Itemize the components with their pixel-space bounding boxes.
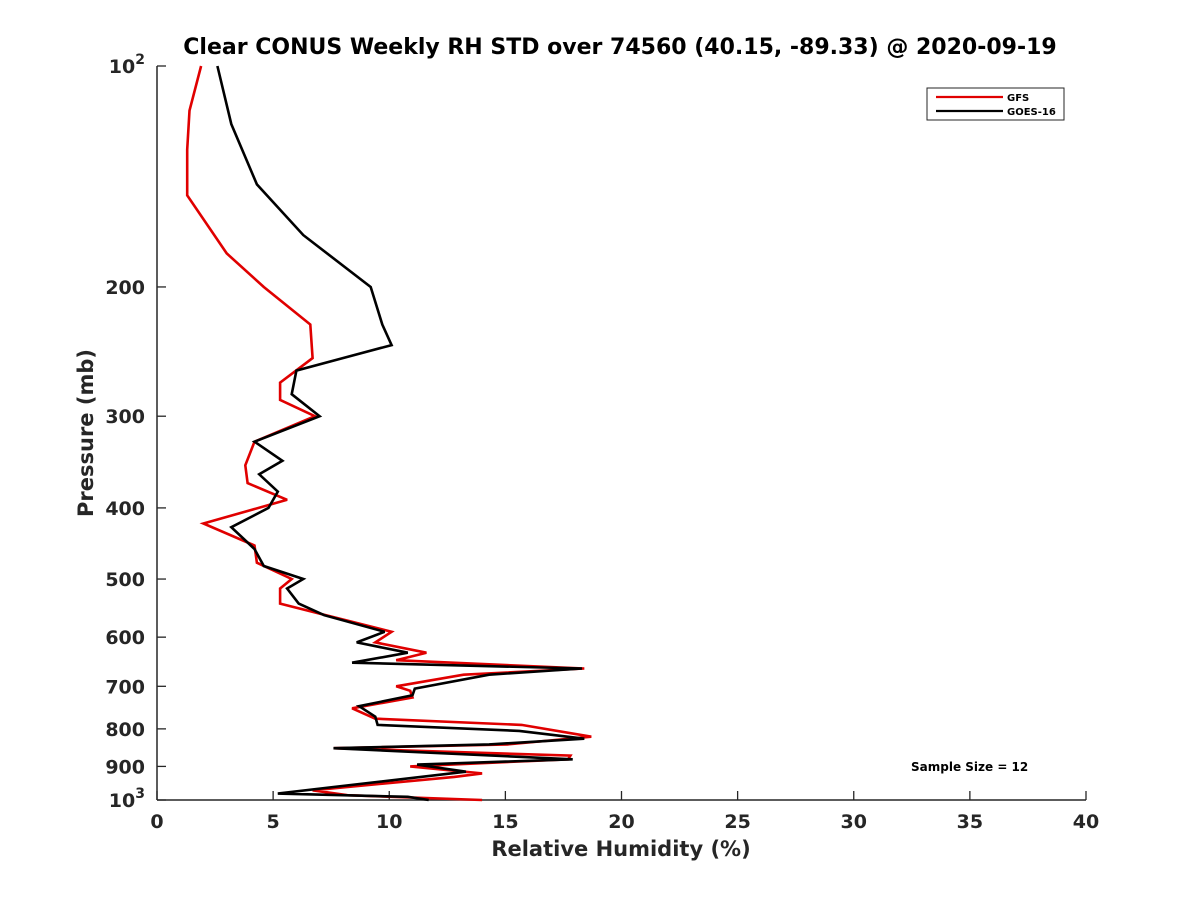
y-tick-label: 200 — [105, 277, 145, 299]
x-axis-label: Relative Humidity (%) — [491, 837, 750, 861]
y-tick-label: 102 — [109, 52, 145, 78]
y-tick-label: 700 — [105, 676, 145, 698]
x-tick-label: 5 — [267, 811, 280, 833]
legend: GFS GOES-16 — [926, 87, 1065, 121]
y-tick-label: 400 — [105, 498, 145, 520]
x-tick-label: 35 — [957, 811, 983, 833]
sample-size-annotation: Sample Size = 12 — [911, 760, 1028, 774]
plot-area — [156, 66, 1086, 801]
y-tick-label: 600 — [105, 627, 145, 649]
series-line-goes16 — [216, 65, 585, 802]
x-tick-label: 30 — [841, 811, 867, 833]
x-tick-label: 40 — [1073, 811, 1099, 833]
legend-box — [926, 87, 1065, 121]
legend-label-goes16: GOES-16 — [1007, 107, 1056, 118]
y-tick-label: 103 — [109, 786, 145, 812]
x-tick-label: 15 — [492, 811, 518, 833]
x-tick-label: 25 — [724, 811, 750, 833]
legend-label-gfs: GFS — [1007, 93, 1029, 104]
x-tick-label: 10 — [376, 811, 402, 833]
y-tick-label: 900 — [105, 756, 145, 778]
y-tick-label: 300 — [105, 406, 145, 428]
y-axis-label: Pressure (mb) — [74, 349, 98, 517]
y-tick-label: 800 — [105, 719, 145, 741]
y-tick-label: 500 — [105, 569, 145, 591]
y-ticks: 102 200 300 400 500 600 700 800 900 103 — [105, 52, 166, 812]
series-layer — [185, 65, 592, 802]
x-tick-label: 0 — [150, 811, 163, 833]
chart-title: Clear CONUS Weekly RH STD over 74560 (40… — [183, 35, 1056, 60]
x-ticks: 0 5 10 15 20 25 30 35 40 — [150, 791, 1099, 833]
series-line-gfs — [185, 65, 592, 802]
x-tick-label: 20 — [608, 811, 634, 833]
